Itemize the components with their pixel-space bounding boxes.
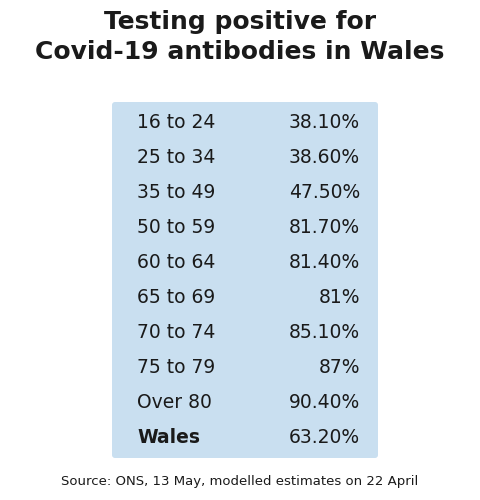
Text: 65 to 69: 65 to 69 [137, 288, 215, 307]
Text: 47.50%: 47.50% [289, 183, 360, 202]
Text: Over 80: Over 80 [137, 393, 212, 412]
Text: 50 to 59: 50 to 59 [137, 218, 215, 237]
Text: 81.40%: 81.40% [289, 253, 360, 272]
Text: 60 to 64: 60 to 64 [137, 253, 216, 272]
Text: 87%: 87% [319, 358, 360, 377]
Text: 25 to 34: 25 to 34 [137, 148, 216, 167]
Text: 38.60%: 38.60% [289, 148, 360, 167]
Text: 75 to 79: 75 to 79 [137, 358, 215, 377]
Text: 38.10%: 38.10% [289, 113, 360, 132]
Text: 81.70%: 81.70% [289, 218, 360, 237]
Text: 85.10%: 85.10% [289, 323, 360, 342]
Text: 70 to 74: 70 to 74 [137, 323, 216, 342]
Text: 35 to 49: 35 to 49 [137, 183, 216, 202]
Text: Testing positive for
Covid-19 antibodies in Wales: Testing positive for Covid-19 antibodies… [36, 10, 444, 64]
Text: Wales: Wales [137, 428, 200, 447]
FancyBboxPatch shape [112, 102, 378, 458]
Text: 16 to 24: 16 to 24 [137, 113, 216, 132]
Text: 81%: 81% [319, 288, 360, 307]
Text: 63.20%: 63.20% [289, 428, 360, 447]
Text: Source: ONS, 13 May, modelled estimates on 22 April: Source: ONS, 13 May, modelled estimates … [61, 475, 419, 488]
Text: 90.40%: 90.40% [289, 393, 360, 412]
